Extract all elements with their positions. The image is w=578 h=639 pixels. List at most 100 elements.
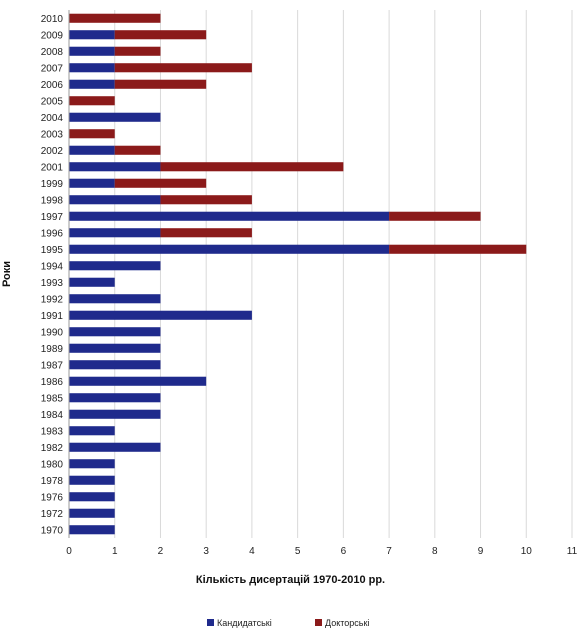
bar-candidate-1995 bbox=[69, 244, 390, 254]
bar-candidate-1990 bbox=[69, 327, 161, 337]
bar-candidate-2009 bbox=[69, 30, 115, 40]
bar-doctoral-2010 bbox=[69, 13, 161, 23]
legend-swatch-doctoral bbox=[315, 619, 322, 626]
y-axis-title: Роки bbox=[1, 261, 13, 287]
x-tick-labels: 0 1 2 3 4 5 6 7 8 9 10 11 bbox=[66, 546, 577, 557]
y-tick-label: 2002 bbox=[41, 146, 64, 157]
x-tick-label: 11 bbox=[567, 546, 578, 557]
y-tick-label: 1999 bbox=[41, 179, 64, 190]
y-tick-label: 2004 bbox=[41, 113, 64, 124]
legend-swatch-candidate bbox=[207, 619, 214, 626]
x-axis-title: Кількість дисертацій 1970-2010 рр. bbox=[196, 574, 385, 586]
bar-candidate-1987 bbox=[69, 360, 161, 370]
bar-doctoral-2002 bbox=[114, 145, 161, 155]
bar-candidate-1972 bbox=[69, 508, 115, 518]
bar-doctoral-2006 bbox=[114, 79, 207, 89]
y-tick-label: 2006 bbox=[41, 80, 64, 91]
y-tick-label: 2001 bbox=[41, 162, 64, 173]
bar-doctoral-2008 bbox=[114, 46, 161, 56]
bar-doctoral-2009 bbox=[114, 30, 207, 40]
y-tick-label: 2005 bbox=[41, 96, 64, 107]
bar-doctoral-2005 bbox=[69, 96, 115, 106]
bar-candidate-1992 bbox=[69, 294, 161, 304]
x-tick-label: 2 bbox=[158, 546, 164, 557]
bar-candidate-2008 bbox=[69, 46, 115, 56]
x-tick-label: 6 bbox=[341, 546, 347, 557]
bar-candidate-1994 bbox=[69, 261, 161, 271]
y-tick-label: 1972 bbox=[41, 509, 64, 520]
x-tick-label: 1 bbox=[112, 546, 118, 557]
y-tick-label: 1989 bbox=[41, 344, 64, 355]
bar-candidate-1989 bbox=[69, 343, 161, 353]
bar-candidate-1998 bbox=[69, 195, 161, 205]
y-tick-label: 1995 bbox=[41, 245, 64, 256]
bar-doctoral-2003 bbox=[69, 129, 115, 139]
y-tick-label: 1992 bbox=[41, 294, 64, 305]
bar-candidate-1986 bbox=[69, 376, 207, 386]
x-tick-label: 0 bbox=[66, 546, 72, 557]
bar-candidate-1983 bbox=[69, 426, 115, 436]
y-tick-label: 1982 bbox=[41, 443, 64, 454]
y-tick-label: 1993 bbox=[41, 278, 64, 289]
x-tick-label: 10 bbox=[521, 546, 533, 557]
bar-candidate-2007 bbox=[69, 63, 115, 73]
x-tick-label: 4 bbox=[249, 546, 255, 557]
y-tick-label: 1985 bbox=[41, 393, 64, 404]
bar-candidate-1976 bbox=[69, 492, 115, 502]
legend-label-doctoral: Докторські bbox=[325, 618, 369, 628]
y-tick-label: 2010 bbox=[41, 14, 64, 25]
y-tick-label: 1983 bbox=[41, 426, 64, 437]
x-tick-label: 5 bbox=[295, 546, 301, 557]
y-tick-label: 1991 bbox=[41, 311, 64, 322]
y-tick-label: 1994 bbox=[41, 261, 64, 272]
grid-lines bbox=[68, 10, 573, 538]
y-tick-labels: 1970 1972 1976 1978 1980 1982 1983 1984 1985 1986… bbox=[41, 14, 64, 537]
bar-candidate-2001 bbox=[69, 162, 161, 172]
x-tick-label: 3 bbox=[203, 546, 209, 557]
bar-candidate-2002 bbox=[69, 145, 115, 155]
bar-doctoral-2001 bbox=[160, 162, 344, 172]
bar-candidate-1991 bbox=[69, 310, 252, 320]
y-tick-label: 2008 bbox=[41, 47, 64, 58]
bar-doctoral-1997 bbox=[389, 211, 481, 221]
bar-candidate-1996 bbox=[69, 228, 161, 238]
bar-candidate-1980 bbox=[69, 459, 115, 469]
y-tick-label: 1997 bbox=[41, 212, 64, 223]
y-tick-label: 1998 bbox=[41, 195, 64, 206]
y-tick-label: 1984 bbox=[41, 410, 64, 421]
bar-doctoral-1999 bbox=[114, 178, 207, 188]
y-tick-label: 1996 bbox=[41, 228, 64, 239]
bar-doctoral-2007 bbox=[114, 63, 252, 73]
legend-label-candidate: Кандидатські bbox=[217, 618, 272, 628]
bar-candidate-1999 bbox=[69, 178, 115, 188]
y-tick-label: 2003 bbox=[41, 129, 64, 140]
bar-candidate-1978 bbox=[69, 475, 115, 485]
y-tick-label: 2009 bbox=[41, 30, 64, 41]
bar-doctoral-1998 bbox=[160, 195, 252, 205]
y-tick-label: 2007 bbox=[41, 63, 64, 74]
x-tick-label: 7 bbox=[386, 546, 392, 557]
y-tick-label: 1987 bbox=[41, 360, 64, 371]
bar-candidate-2004 bbox=[69, 112, 161, 122]
y-tick-label: 1978 bbox=[41, 476, 64, 487]
y-tick-label: 1976 bbox=[41, 492, 64, 503]
bar-doctoral-1995 bbox=[389, 244, 527, 254]
legend: Кандидатські Докторські bbox=[207, 618, 369, 628]
y-tick-label: 1990 bbox=[41, 327, 64, 338]
y-tick-label: 1980 bbox=[41, 459, 64, 470]
bar-candidate-1984 bbox=[69, 409, 161, 419]
x-tick-label: 9 bbox=[478, 546, 484, 557]
x-tick-label: 8 bbox=[432, 546, 438, 557]
bar-candidate-1985 bbox=[69, 393, 161, 403]
bar-candidate-1993 bbox=[69, 277, 115, 287]
bar-candidate-1997 bbox=[69, 211, 390, 221]
y-tick-label: 1986 bbox=[41, 377, 64, 388]
bar-doctoral-1996 bbox=[160, 228, 252, 238]
y-tick-label: 1970 bbox=[41, 525, 64, 536]
bars bbox=[69, 13, 527, 535]
bar-candidate-1970 bbox=[69, 525, 115, 535]
bar-candidate-2006 bbox=[69, 79, 115, 89]
bar-candidate-1982 bbox=[69, 442, 161, 452]
